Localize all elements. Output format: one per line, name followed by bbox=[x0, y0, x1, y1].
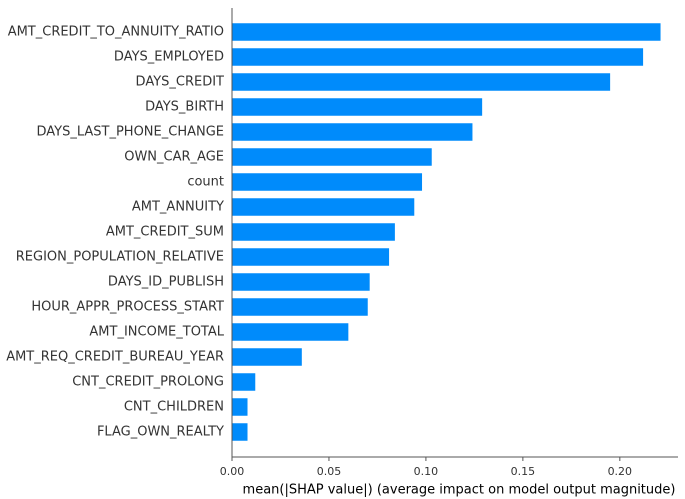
x-tick-label: 0.20 bbox=[608, 465, 633, 478]
bars-group bbox=[232, 23, 661, 441]
feature-label: DAYS_CREDIT bbox=[136, 75, 225, 90]
feature-label: HOUR_APPR_PROCESS_START bbox=[31, 300, 224, 315]
feature-label: DAYS_LAST_PHONE_CHANGE bbox=[36, 125, 224, 140]
x-tick-label: 0.10 bbox=[414, 465, 439, 478]
feature-label: OWN_CAR_AGE bbox=[124, 150, 224, 165]
bar-own-car-age bbox=[232, 148, 432, 166]
feature-label: AMT_REQ_CREDIT_BUREAU_YEAR bbox=[6, 350, 224, 365]
feature-label: DAYS_BIRTH bbox=[145, 100, 224, 115]
x-tick-label: 0.00 bbox=[220, 465, 245, 478]
feature-label: count bbox=[187, 175, 224, 190]
feature-label: AMT_CREDIT_SUM bbox=[106, 225, 224, 240]
bar-days-last-phone-change bbox=[232, 123, 473, 141]
x-ticks-group: 0.00 0.05 0.10 0.15 0.20 bbox=[220, 457, 632, 478]
feature-label: REGION_POPULATION_RELATIVE bbox=[16, 250, 224, 265]
bar-hour-appr-process-start bbox=[232, 298, 368, 316]
x-tick-label: 0.15 bbox=[511, 465, 536, 478]
bar-amt-credit-to-annuity-ratio bbox=[232, 23, 661, 41]
bar-amt-req-credit-bureau-year bbox=[232, 348, 302, 366]
bar-days-id-publish bbox=[232, 273, 370, 291]
bar-amt-credit-sum bbox=[232, 223, 395, 241]
bar-count bbox=[232, 173, 423, 191]
bar-days-credit bbox=[232, 73, 611, 91]
bar-amt-income-total bbox=[232, 323, 349, 341]
bar-cnt-credit-prolong bbox=[232, 373, 256, 391]
bar-flag-own-realty bbox=[232, 423, 248, 441]
feature-label: FLAG_OWN_REALTY bbox=[97, 425, 224, 440]
feature-label: AMT_CREDIT_TO_ANNUITY_RATIO bbox=[8, 25, 224, 40]
feature-label: CNT_CREDIT_PROLONG bbox=[72, 375, 224, 390]
bar-days-employed bbox=[232, 48, 644, 66]
x-axis-title: mean(|SHAP value|) (average impact on mo… bbox=[243, 483, 676, 498]
bar-amt-annuity bbox=[232, 198, 415, 216]
bar-cnt-children bbox=[232, 398, 248, 416]
feature-label: DAYS_EMPLOYED bbox=[114, 50, 224, 65]
bar-days-birth bbox=[232, 98, 483, 116]
x-tick-label: 0.05 bbox=[317, 465, 342, 478]
feature-label: CNT_CHILDREN bbox=[124, 400, 224, 415]
feature-label: AMT_INCOME_TOTAL bbox=[89, 325, 224, 340]
feature-labels-group: AMT_CREDIT_TO_ANNUITY_RATIO DAYS_EMPLOYED… bbox=[6, 25, 225, 440]
feature-label: AMT_ANNUITY bbox=[132, 200, 224, 215]
feature-label: DAYS_ID_PUBLISH bbox=[108, 275, 224, 290]
bar-region-population-relative bbox=[232, 248, 390, 266]
